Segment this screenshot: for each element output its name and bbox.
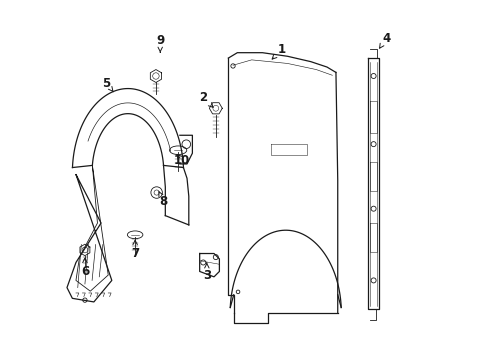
- Text: 1: 1: [272, 42, 285, 59]
- Text: 9: 9: [156, 33, 164, 52]
- Text: 4: 4: [379, 32, 389, 48]
- Text: 6: 6: [81, 258, 89, 278]
- Text: 5: 5: [102, 77, 113, 92]
- Text: 10: 10: [173, 154, 189, 167]
- Text: 3: 3: [203, 263, 210, 282]
- Text: 8: 8: [159, 192, 167, 208]
- Text: 2: 2: [199, 91, 213, 107]
- Text: 7: 7: [131, 240, 139, 260]
